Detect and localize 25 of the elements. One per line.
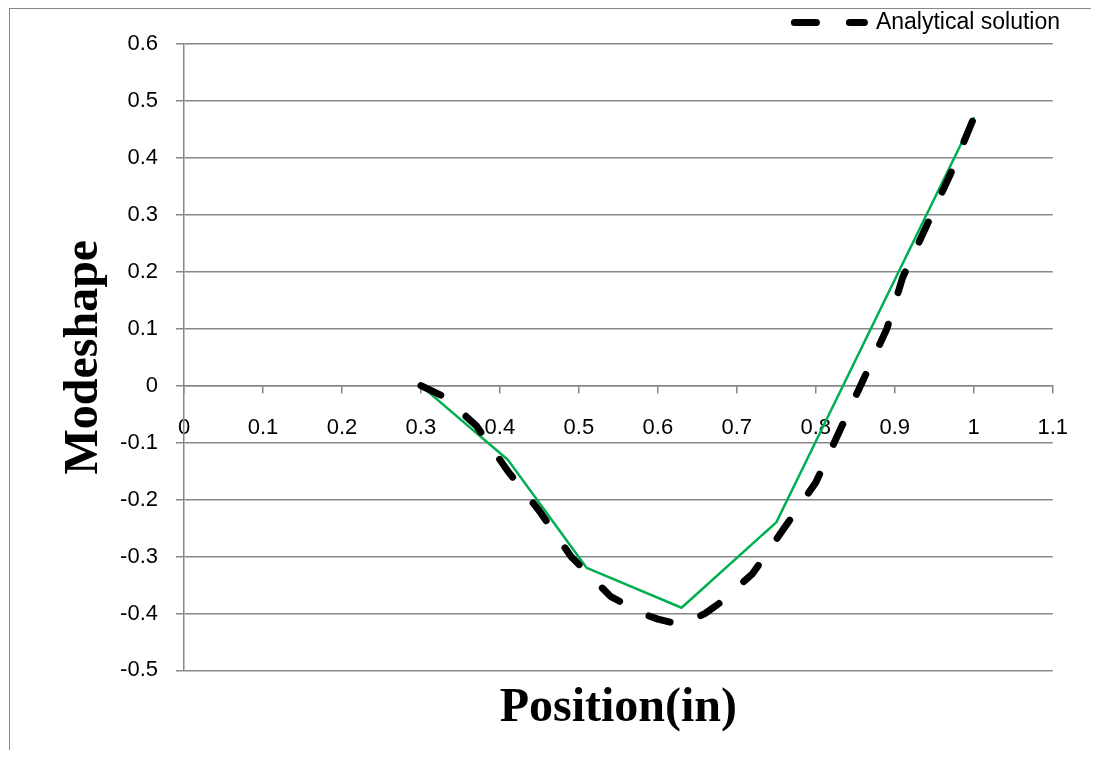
y-tick-label: 0.3 (127, 200, 158, 226)
x-tick-label: 0.7 (721, 413, 753, 439)
y-tick-label: -0.4 (120, 599, 158, 625)
x-tick-label: 1.1 (1037, 413, 1069, 439)
y-tick-label: -0.5 (120, 656, 158, 682)
y-tick-label: 0.5 (127, 87, 158, 113)
y-tick-label: -0.1 (120, 428, 158, 454)
x-tick-label: 0.9 (879, 413, 911, 439)
legend-label: Analytical solution (875, 7, 1061, 34)
x-tick-label: 0.6 (642, 413, 674, 439)
y-tick-label: 0.2 (127, 257, 158, 283)
y-tick-label: 0 (145, 371, 158, 397)
x-tick-label: 1 (967, 413, 980, 439)
y-tick-label: 0.4 (127, 143, 158, 169)
x-axis-title: Position(in) (499, 677, 738, 732)
y-tick-label: 0.6 (127, 30, 158, 56)
x-tick-label: 0.2 (326, 413, 358, 439)
y-tick-label: -0.3 (120, 542, 158, 568)
x-tick-label: 0.3 (405, 413, 437, 439)
x-tick-label: 0.5 (563, 413, 595, 439)
x-tick-label: 0.1 (247, 413, 279, 439)
y-tick-label: 0.1 (127, 314, 158, 340)
y-tick-label: -0.2 (120, 485, 158, 511)
y-axis-title: Modeshape (54, 239, 108, 475)
x-tick-label: 0.4 (484, 413, 516, 439)
